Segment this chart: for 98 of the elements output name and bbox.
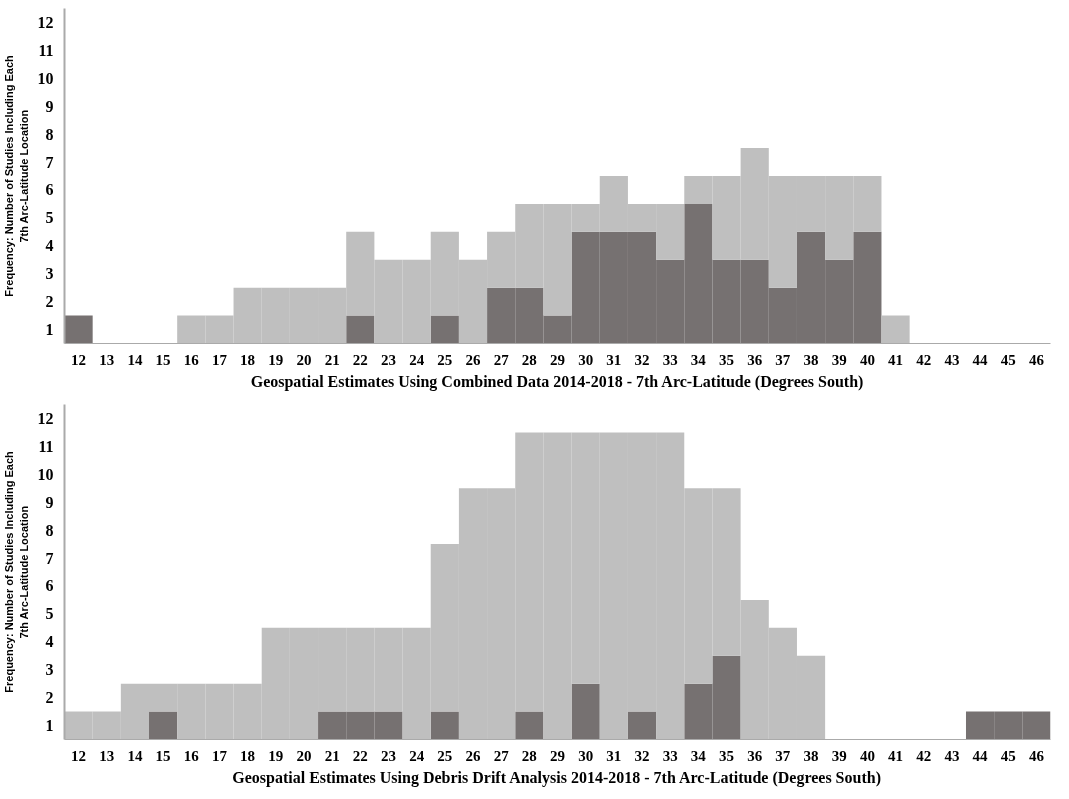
x-tick-label: 27 [493,747,510,764]
x-axis-title: Geospatial Estimates Using Debris Drift Analysis 2014-2018 - 7th Arc-Latitude (Degrees South) [232,768,881,787]
x-tick-label: 27 [493,351,510,368]
x-tick-label: 14 [127,747,143,764]
x-tick-label: 17 [211,747,228,764]
y-tick-label: 6 [45,181,54,199]
x-tick-label: 39 [831,351,847,368]
x-tick-label: 13 [99,747,115,764]
x-tick-label: 33 [662,351,678,368]
y-tick-label: 8 [45,521,54,539]
x-tick-label: 25 [437,351,453,368]
x-tick-label: 35 [719,351,735,368]
y-tick-label: 8 [45,125,54,143]
x-tick-label: 31 [606,351,622,368]
x-tick-label: 40 [859,747,875,764]
x-tick-label: 34 [690,351,707,368]
x-tick-label: 20 [296,747,312,764]
x-tick-label: 29 [550,351,565,368]
x-tick-label: 30 [578,747,594,764]
x-tick-label: 39 [831,747,847,764]
y-tick-label: 3 [45,265,54,283]
x-tick-label: 20 [296,351,312,368]
x-tick-label: 37 [775,351,791,368]
x-tick-label: 17 [211,351,228,368]
x-tick-label: 43 [944,747,960,764]
x-tick-label: 25 [437,747,453,764]
y-tick-label: 1 [45,321,54,339]
y-tick-label: 5 [45,209,54,227]
x-tick-label: 24 [409,351,425,368]
x-tick-label: 18 [240,747,256,764]
x-axis-title: Geospatial Estimates Using Combined Data 2014-2018 - 7th Arc-Latitude (Degrees South) [250,372,864,391]
y-tick-label: 3 [45,661,54,679]
x-tick-label: 24 [409,747,425,764]
x-tick-label: 21 [324,747,340,764]
y-tick-label: 1 [45,717,54,735]
x-tick-label: 36 [747,351,763,368]
x-tick-label: 46 [1028,351,1045,368]
x-tick-label: 32 [634,351,650,368]
x-tick-label: 26 [465,747,481,764]
x-tick-label: 14 [127,351,143,368]
x-tick-label: 32 [634,747,650,764]
x-tick-label: 15 [155,747,171,764]
y-axis-title: Frequency: Number of Studies Including Each 7th Arc-Latitude Location [3,55,30,297]
x-tick-label: 19 [268,351,284,368]
x-tick-label: 43 [944,351,960,368]
y-tick-label: 12 [37,13,54,31]
x-tick-label: 29 [550,747,565,764]
y-tick-label: 2 [45,689,54,707]
x-tick-label: 34 [690,747,707,764]
x-tick-label: 40 [859,351,875,368]
x-tick-label: 44 [972,351,989,368]
y-axis-title: Frequency: Number of Studies Including Each 7th Arc-Latitude Location [3,451,30,693]
x-tick-label: 35 [719,747,735,764]
x-tick-label: 38 [803,747,819,764]
x-tick-label: 18 [240,351,256,368]
x-tick-label: 45 [1000,351,1016,368]
y-tick-label: 7 [45,153,54,171]
y-tick-label: 10 [37,465,54,483]
y-tick-label: 4 [45,633,54,651]
x-tick-label: 38 [803,351,819,368]
x-tick-label: 23 [380,351,396,368]
y-tick-label: 2 [45,293,54,311]
x-tick-label: 12 [71,747,87,764]
y-tick-label: 10 [37,69,54,87]
x-tick-label: 42 [916,747,932,764]
x-tick-label: 33 [662,747,678,764]
x-tick-label: 42 [916,351,932,368]
x-tick-label: 15 [155,351,171,368]
x-tick-label: 28 [521,747,537,764]
y-tick-label: 9 [45,97,54,115]
x-tick-label: 41 [888,351,904,368]
x-tick-label: 41 [888,747,904,764]
x-tick-label: 31 [606,747,622,764]
x-tick-label: 36 [747,747,763,764]
x-tick-label: 23 [380,747,396,764]
x-tick-label: 37 [775,747,791,764]
x-tick-label: 16 [183,351,200,368]
x-tick-label: 44 [972,747,989,764]
x-tick-label: 30 [578,351,594,368]
x-tick-label: 22 [352,351,368,368]
y-tick-label: 11 [38,41,54,59]
x-tick-label: 28 [521,351,537,368]
x-tick-label: 19 [268,747,284,764]
y-tick-label: 11 [38,437,54,455]
x-tick-label: 13 [99,351,115,368]
y-tick-label: 6 [45,577,54,595]
x-tick-label: 26 [465,351,481,368]
x-tick-label: 12 [71,351,87,368]
y-tick-label: 7 [45,549,54,567]
x-tick-label: 21 [324,351,340,368]
x-tick-label: 45 [1000,747,1016,764]
x-tick-label: 22 [352,747,368,764]
x-tick-label: 46 [1028,747,1045,764]
y-tick-label: 4 [45,237,54,255]
y-tick-label: 12 [37,409,54,427]
x-tick-label: 16 [183,747,200,764]
y-tick-label: 5 [45,605,54,623]
y-tick-label: 9 [45,493,54,511]
